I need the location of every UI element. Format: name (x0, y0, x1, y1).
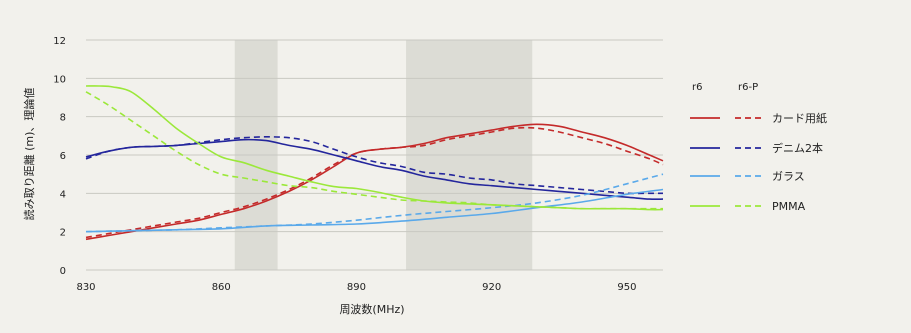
series-line-2-r6 (85, 138, 664, 201)
y-tick-label-2: 2 (60, 228, 66, 239)
y-tick-label-6: 6 (60, 151, 66, 162)
legend-label-4: PMMA (772, 200, 806, 213)
legend-label-3: ガラス (772, 170, 805, 183)
legend-label-2: デニム2本 (772, 141, 823, 155)
y-axis-label: 読み取り距離 (m)、理論値 (22, 88, 36, 221)
x-tick-label-890: 890 (347, 282, 366, 293)
x-tick-labels: 830 860 890 920 950 (76, 282, 636, 293)
x-tick-label-860: 860 (212, 282, 231, 293)
y-tick-label-4: 4 (60, 189, 66, 200)
y-tick-label-10: 10 (53, 74, 66, 85)
y-tick-labels: 0 2 4 6 8 10 12 (53, 36, 66, 277)
series-line-1-r6 (85, 123, 664, 241)
legend-header-r6p: r6-P (738, 82, 758, 93)
y-tick-label-12: 12 (53, 36, 66, 47)
legend-label-1: カード用紙 (772, 111, 827, 125)
x-tick-label-950: 950 (617, 282, 636, 293)
y-tick-label-8: 8 (60, 113, 66, 124)
x-tick-label-830: 830 (76, 282, 95, 293)
series-lines (85, 85, 664, 241)
x-tick-label-920: 920 (482, 282, 501, 293)
y-tick-label-0: 0 (60, 266, 66, 277)
x-axis-label: 周波数(MHz) (339, 303, 404, 316)
series-line-4-r6p (85, 91, 663, 210)
legend-header-r6: r6 (692, 82, 702, 93)
grid-lines (86, 39, 663, 271)
series-line-3-r6p (85, 173, 664, 233)
